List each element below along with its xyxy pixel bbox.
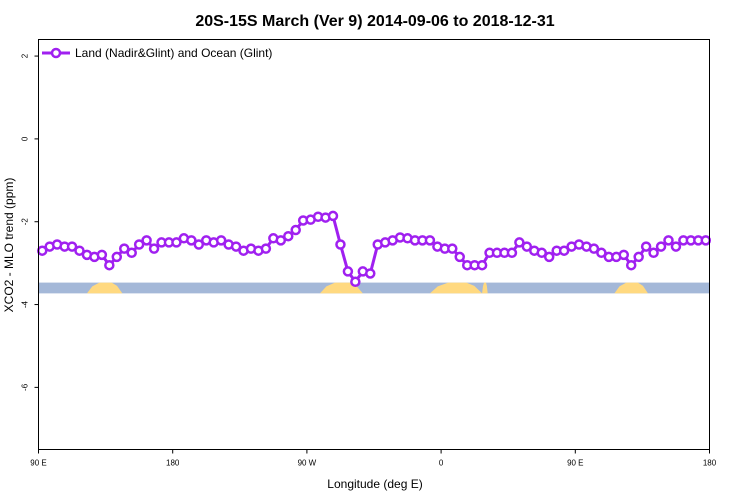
data-point [596, 247, 607, 259]
y-tick-label: 0 [21, 136, 30, 141]
data-point [283, 230, 294, 242]
data-point [215, 235, 227, 246]
land-segment [429, 282, 483, 294]
y-tick-label: -2 [21, 218, 30, 226]
legend: Land (Nadir&Glint) and Ocean (Glint) [42, 46, 272, 60]
data-point [260, 243, 272, 254]
x-axis-label: Longitude (deg E) [327, 477, 422, 491]
data-point [126, 247, 137, 259]
data-point [342, 266, 354, 277]
data-point [588, 243, 600, 254]
data-point [335, 239, 346, 250]
surface-band [38, 282, 710, 294]
x-tick-label: 180 [166, 459, 180, 468]
data-point [141, 235, 152, 246]
data-point [558, 245, 570, 256]
x-tick-label: 90 E [567, 459, 583, 468]
data-point [700, 235, 712, 246]
data-point [96, 249, 108, 261]
ocean-band [38, 282, 710, 294]
data-point [640, 241, 652, 252]
land-segment [482, 282, 488, 294]
data-point [625, 259, 637, 271]
y-tick-label: -4 [21, 300, 30, 308]
x-tick-label: 0 [439, 459, 444, 468]
y-axis: 2 0 -2 -4 -6 [21, 53, 39, 391]
data-point [506, 247, 518, 259]
data-point [350, 276, 361, 288]
data-point [104, 259, 115, 271]
data-point [543, 251, 555, 263]
data-point [118, 243, 130, 254]
data-point [447, 243, 458, 254]
data-point [365, 268, 376, 279]
data-point [133, 239, 145, 250]
data-point [663, 235, 674, 246]
land-segment [86, 282, 123, 294]
y-tick-label: 2 [21, 53, 30, 58]
data-point [275, 235, 287, 246]
data-point [618, 249, 630, 261]
data-point [514, 237, 525, 248]
plot-frame [38, 39, 710, 450]
data-point [230, 241, 242, 252]
series-layer [36, 210, 712, 288]
data-point [111, 251, 123, 263]
data-point [74, 245, 85, 256]
x-tick-label: 180 [703, 459, 717, 468]
x-tick-label: 90 E [30, 459, 46, 468]
data-point [454, 251, 465, 263]
x-axis: 90 E 180 90 W 0 90 E 180 [30, 449, 717, 468]
data-point [66, 241, 78, 252]
y-axis-label: XCO2 - MLO trend (ppm) [2, 178, 16, 313]
data-point [476, 259, 488, 271]
legend-marker [50, 47, 62, 59]
x-tick-label: 90 W [298, 459, 317, 468]
legend-label: Land (Nadir&Glint) and Ocean (Glint) [75, 46, 272, 60]
data-point [536, 247, 547, 259]
data-point [193, 239, 205, 250]
data-point [648, 247, 659, 259]
land-segment [614, 282, 648, 294]
y-tick-label: -6 [21, 383, 30, 391]
data-point [327, 210, 339, 222]
data-point [521, 241, 533, 252]
data-point [171, 237, 182, 248]
data-point [148, 243, 160, 254]
data-point [424, 235, 436, 246]
data-point [655, 241, 667, 252]
data-point [670, 241, 682, 252]
data-point [290, 224, 301, 236]
data-point [186, 235, 197, 246]
data-point [633, 251, 644, 263]
chart-title: 20S-15S March (Ver 9) 2014-09-06 to 2018… [195, 13, 554, 30]
